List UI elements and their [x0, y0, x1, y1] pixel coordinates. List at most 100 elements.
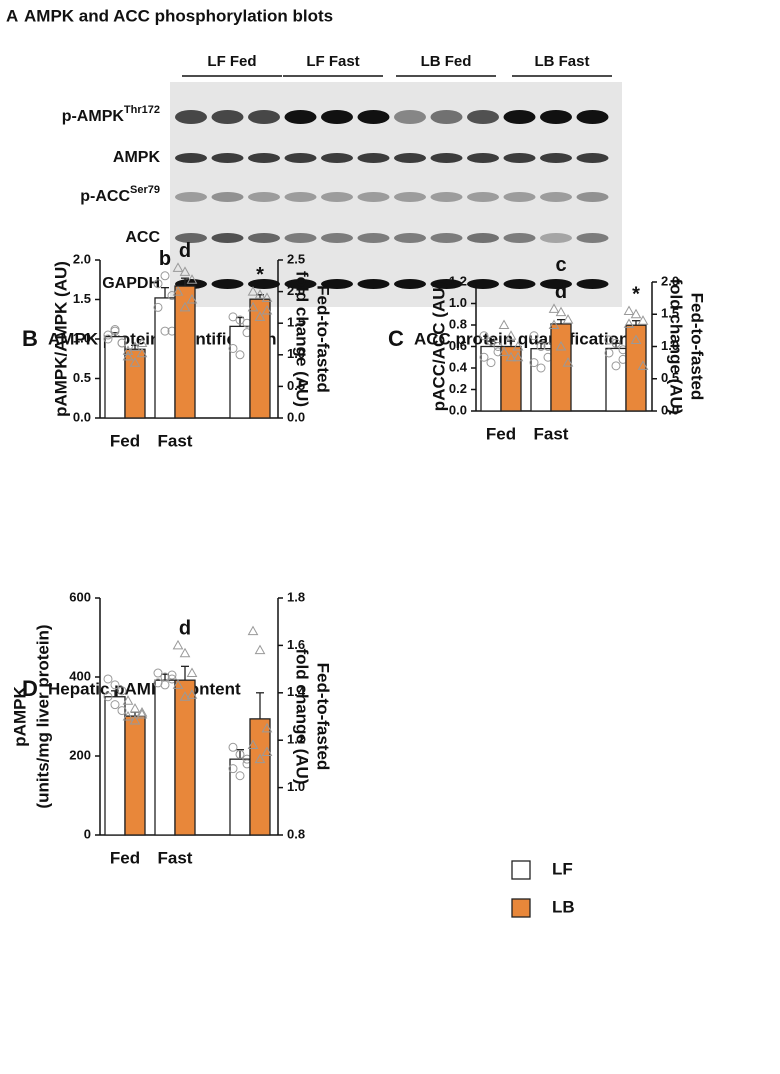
data-point [153, 678, 163, 688]
data-point [117, 686, 127, 696]
data-point [122, 695, 134, 705]
data-point [179, 647, 191, 658]
y2-axis-label: Fed-to-fasted [314, 663, 333, 771]
y-axis-label: pAMPK/AMPK (AU) [51, 261, 70, 417]
data-point [160, 271, 170, 281]
bar [550, 323, 572, 412]
y2-tick-label: 1.2 [287, 732, 305, 747]
blot-band [211, 279, 244, 289]
data-point [479, 331, 489, 341]
data-point [536, 363, 546, 373]
y-tick-label: 1.5 [73, 291, 91, 306]
data-point [548, 319, 560, 329]
row-label-superscript: Thr172 [124, 104, 160, 116]
y2-tick-label: 1.5 [661, 306, 679, 321]
annotation: c [555, 254, 566, 276]
data-point [228, 742, 238, 752]
lane-group-label: LF Fed [207, 53, 256, 70]
blot-band [467, 233, 499, 243]
data-point [630, 334, 642, 345]
data-point [110, 325, 120, 335]
y-tick-label: 0.4 [449, 359, 468, 374]
y2-axis-label: Fed-to-fasted [688, 293, 707, 401]
data-point [172, 679, 184, 689]
y2-tick-label: 1.0 [287, 346, 305, 361]
blot-band [284, 279, 317, 289]
blot-band [430, 233, 463, 243]
data-point [160, 326, 170, 336]
data-point [512, 340, 524, 351]
data-point [117, 706, 127, 716]
data-point [153, 279, 163, 289]
data-point [167, 674, 177, 684]
legend-swatch [511, 860, 531, 880]
legend-label: LB [552, 897, 575, 916]
blot-band [467, 153, 499, 163]
blot-band [321, 233, 353, 243]
y2-tick-label: 1.0 [661, 338, 679, 353]
blot-band [576, 110, 609, 124]
data-point [186, 293, 198, 304]
data-point [548, 303, 560, 313]
x-tick-label: Fed [486, 424, 516, 443]
data-point [512, 351, 524, 362]
blot-band [540, 110, 572, 124]
data-point [110, 700, 120, 710]
blot-band [394, 153, 426, 163]
data-point [179, 691, 191, 701]
data-point [235, 771, 245, 781]
blot-band [467, 192, 499, 202]
blot-band [576, 233, 609, 243]
blot-row-label: p-ACCSer79 [80, 184, 160, 205]
x-tick-label: Fed [110, 848, 140, 867]
blot-band [394, 110, 426, 124]
bar [174, 679, 196, 836]
blot-band [540, 233, 572, 243]
bar [124, 715, 146, 836]
annotation: b [159, 248, 171, 270]
panel-letter: A [6, 6, 18, 25]
blot-band [248, 110, 280, 124]
blot-band [284, 153, 317, 163]
data-point [117, 338, 127, 348]
blot-band [540, 192, 572, 202]
blot-band [211, 233, 244, 243]
blot-band [175, 153, 207, 163]
data-point [228, 764, 238, 774]
blot-band [284, 233, 317, 243]
bar [154, 679, 176, 836]
blot-band [467, 110, 499, 124]
blot-band [357, 233, 390, 243]
blot-band [503, 110, 536, 124]
panel-title: ACC protein quantification [414, 329, 629, 348]
data-point [136, 709, 148, 719]
y-tick-label: 0.8 [449, 316, 467, 331]
blot-band [430, 110, 463, 124]
blot-band [467, 279, 499, 289]
data-point [103, 674, 113, 684]
bar [229, 758, 251, 836]
blot-band [357, 110, 390, 124]
data-point [247, 286, 259, 296]
y-tick-label: 0.2 [449, 381, 467, 396]
y-tick-label: 200 [69, 747, 91, 762]
blot-band [284, 110, 317, 124]
data-point [186, 274, 198, 284]
data-point [623, 305, 635, 316]
annotation: d [555, 281, 567, 303]
y2-axis-label: fold change (AU) [293, 649, 312, 785]
y2-tick-label: 1.6 [287, 637, 305, 652]
x-tick-label: Fast [158, 848, 193, 867]
data-point [186, 667, 198, 678]
data-point [129, 357, 141, 367]
blot-row-label: AMPK [113, 149, 161, 166]
data-point [110, 680, 120, 690]
blot-band [175, 233, 207, 243]
data-point [136, 707, 148, 717]
data-point [136, 337, 148, 347]
blot-band [576, 279, 609, 289]
blot-band [430, 192, 463, 202]
blot-band [430, 153, 463, 163]
row-label-text: p-ACC [80, 188, 130, 205]
